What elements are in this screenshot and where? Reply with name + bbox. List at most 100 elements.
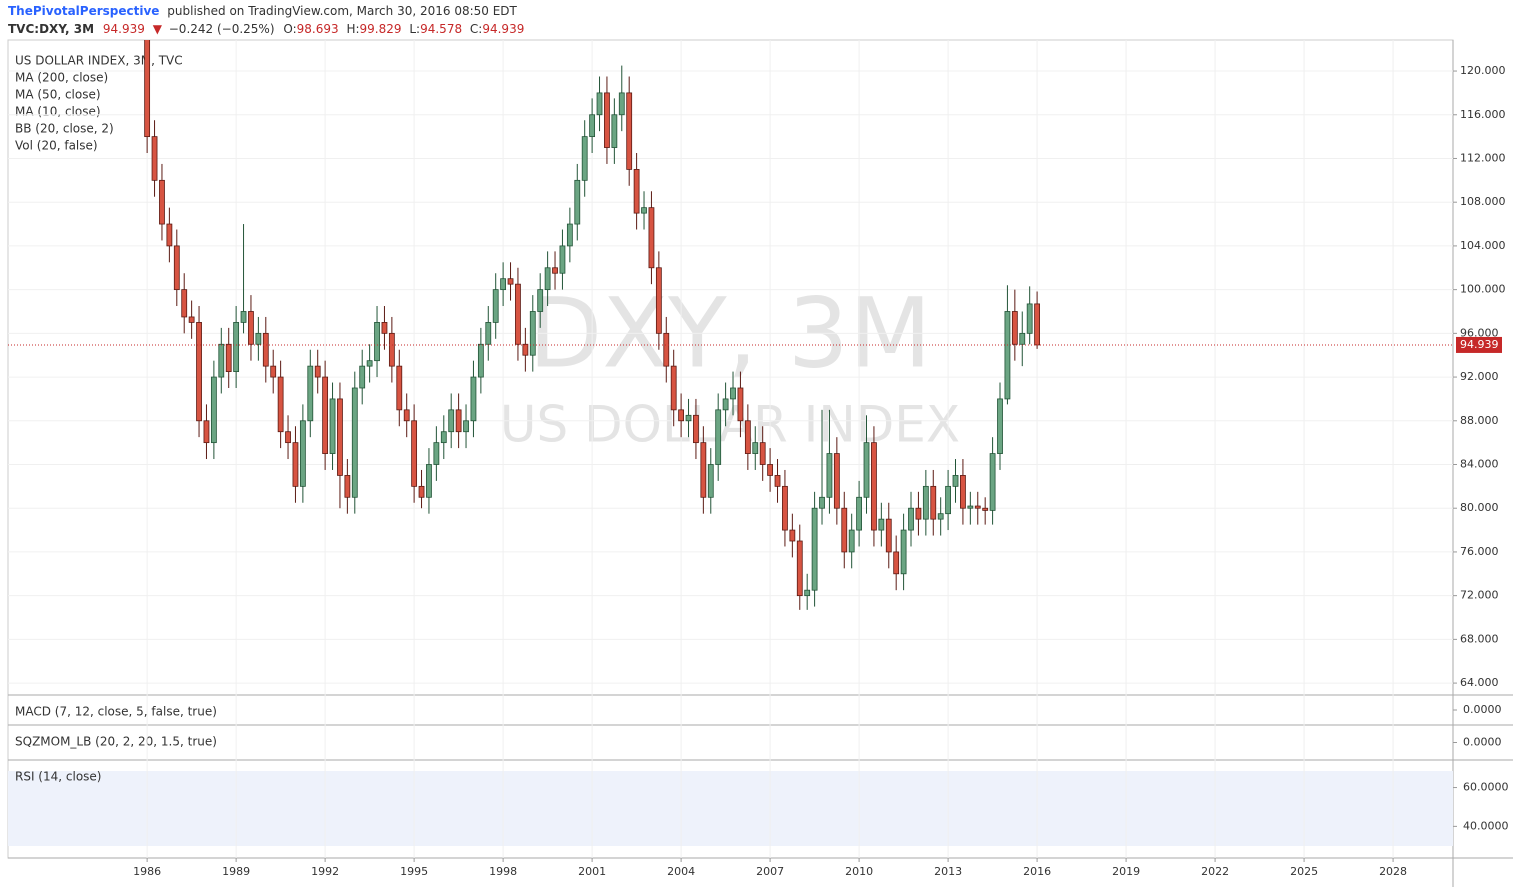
indicator-label: BB (20, close, 2): [15, 122, 114, 136]
candle-body: [589, 114, 596, 138]
candle-body: [173, 245, 180, 291]
x-tick-label: 2016: [1023, 865, 1051, 878]
candle-body: [833, 453, 840, 509]
candle-body: [730, 387, 736, 400]
author[interactable]: ThePivotalPerspective: [8, 4, 159, 18]
candle-body: [240, 311, 247, 323]
candle-body: [952, 475, 959, 487]
candle-body: [225, 343, 232, 372]
candle-body: [210, 376, 217, 444]
x-tick-label: 2001: [578, 865, 606, 878]
candle-body: [819, 496, 825, 509]
candle-body: [1004, 311, 1011, 400]
indicator-label: US DOLLAR INDEX, 3M, TVC: [15, 54, 183, 68]
y-tick-label: 92.000: [1460, 370, 1499, 383]
y-tick-label: 72.000: [1460, 589, 1499, 602]
candle-body: [196, 322, 202, 422]
candle-body: [967, 505, 974, 509]
close-value: 94.939: [482, 22, 524, 36]
candle-body: [930, 485, 937, 520]
candle-body: [893, 551, 900, 575]
open-value: 98.693: [297, 22, 339, 36]
candle-body: [596, 92, 603, 116]
y-tick-label: 116.000: [1460, 108, 1506, 121]
candle-body: [537, 289, 544, 312]
candle-body: [426, 464, 432, 498]
candle-body: [477, 343, 484, 378]
candle-body: [811, 507, 818, 591]
candle-body: [359, 365, 366, 389]
candle-body: [285, 431, 291, 444]
panel-title: SQZMOM_LB (20, 2, 20, 1.5, true): [15, 735, 217, 749]
candle-body: [937, 513, 944, 520]
candle-body: [418, 485, 425, 498]
candle-body: [448, 409, 455, 433]
last-price: 94.939: [103, 22, 145, 36]
indicator-label: Vol (20, false): [15, 139, 98, 153]
candle-body: [767, 464, 774, 476]
last-price-label: 94.939: [1460, 338, 1499, 351]
candle-body: [945, 485, 951, 515]
x-tick-label: 1995: [400, 865, 428, 878]
y-tick-label: 84.000: [1460, 457, 1499, 470]
candle-body: [500, 278, 507, 291]
candle-body: [292, 442, 299, 487]
x-tick-label: 2004: [667, 865, 695, 878]
candle-body: [700, 442, 707, 498]
candle-body: [856, 496, 862, 531]
low-value: 94.578: [420, 22, 462, 36]
y-tick-label: 96.000: [1460, 326, 1499, 339]
candle-body: [618, 92, 625, 116]
candle-body: [826, 453, 833, 498]
candle-body: [203, 420, 210, 444]
candle-body: [255, 332, 262, 345]
candle-body: [552, 267, 558, 274]
candle-body: [388, 332, 395, 367]
x-tick-label: 1986: [133, 865, 161, 878]
change: −0.242 (−0.25%): [169, 22, 275, 36]
y-tick-label: 120.000: [1460, 64, 1506, 77]
candle-body: [515, 283, 521, 345]
x-tick-label: 2025: [1290, 865, 1318, 878]
candle-body: [188, 316, 195, 323]
candle-body: [270, 365, 277, 378]
candle-body: [715, 409, 722, 465]
panel-y-tick-label: 0.0000: [1463, 703, 1502, 716]
candle-body: [433, 442, 440, 465]
candle-body: [144, 40, 151, 138]
candle-body: [470, 376, 477, 422]
y-tick-label: 108.000: [1460, 195, 1506, 208]
x-tick-label: 2007: [756, 865, 784, 878]
plot: [8, 40, 1453, 858]
candle-body: [233, 322, 240, 372]
candle-body: [322, 376, 329, 454]
candle-body: [507, 278, 514, 285]
candle-body: [663, 332, 670, 367]
indicator-legend: US DOLLAR INDEX, 3M, TVC MA (200, close) M…: [15, 54, 217, 784]
candle-body: [411, 420, 418, 487]
high-value: 99.829: [360, 22, 402, 36]
candle-body: [337, 398, 343, 476]
candle-body: [989, 453, 996, 511]
candle-body: [752, 442, 759, 454]
candle-body: [974, 505, 981, 509]
y-tick-label: 100.000: [1460, 283, 1506, 296]
candle-body: [611, 114, 618, 148]
candle-body: [581, 136, 588, 181]
candle-body: [804, 589, 811, 597]
candle-body: [544, 267, 551, 291]
candle-body: [492, 289, 499, 323]
h-label: H:: [346, 22, 359, 36]
candle-body: [922, 485, 929, 520]
x-tick-label: 2010: [845, 865, 873, 878]
o-label: O:: [283, 22, 296, 36]
panel-y-tick-label: 60.0000: [1463, 781, 1509, 794]
candle-body: [863, 442, 870, 498]
candle-body: [1034, 303, 1040, 346]
candle-body: [878, 518, 885, 531]
x-tick-label: 2022: [1201, 865, 1229, 878]
candle-body: [455, 409, 462, 433]
candle-body: [648, 207, 655, 269]
published: published on TradingView.com, March 30, …: [167, 4, 517, 18]
